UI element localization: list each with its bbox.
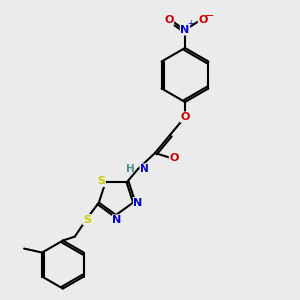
Text: O: O [180,112,190,122]
Text: N: N [134,198,143,208]
Text: N: N [180,25,190,35]
Text: O: O [169,153,179,163]
Text: +: + [187,19,193,28]
Text: O: O [164,15,174,25]
Text: N: N [112,215,122,225]
Text: S: S [83,214,91,225]
Text: −: − [205,11,215,21]
Text: H: H [126,164,135,174]
Text: N: N [140,164,149,174]
Text: O: O [198,15,208,25]
Text: S: S [98,176,105,186]
